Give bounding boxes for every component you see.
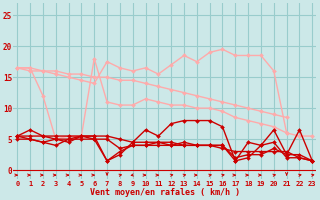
X-axis label: Vent moyen/en rafales ( km/h ): Vent moyen/en rafales ( km/h ) xyxy=(90,188,240,197)
